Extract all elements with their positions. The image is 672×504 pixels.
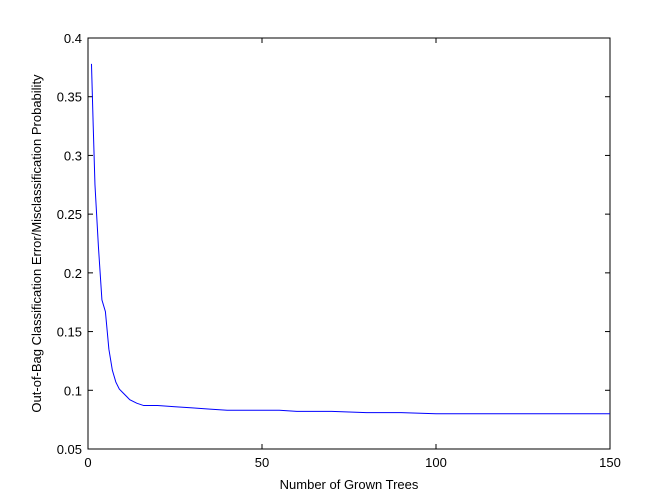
axes-box [87, 37, 611, 450]
y-tick-label: 0.3 [64, 148, 82, 163]
series-line [90, 63, 610, 415]
y-tick-label: 0.1 [64, 383, 82, 398]
y-tick-label: 0.15 [57, 325, 82, 340]
x-axis-label: Number of Grown Trees [280, 477, 419, 492]
x-tick-label: 50 [255, 455, 269, 470]
y-tick-label: 0.35 [57, 90, 82, 105]
x-tick-label: 150 [599, 455, 621, 470]
y-tick-label: 0.4 [64, 31, 82, 46]
x-tick-label: 0 [84, 455, 91, 470]
x-tick-label: 100 [425, 455, 447, 470]
y-tick-label: 0.25 [57, 207, 82, 222]
y-axis-label: Out-of-Bag Classification Error/Misclass… [29, 74, 44, 413]
plot-area: 0 50 100 150 0.05 0.1 0.15 0.2 0.25 0.3 0.35 0.4 [57, 31, 621, 470]
ticks: 0 50 100 150 0.05 0.1 0.15 0.2 0.25 0.3 0.35 0.4 [57, 31, 621, 470]
y-tick-label: 0.05 [57, 442, 82, 457]
y-tick-label: 0.2 [64, 266, 82, 281]
